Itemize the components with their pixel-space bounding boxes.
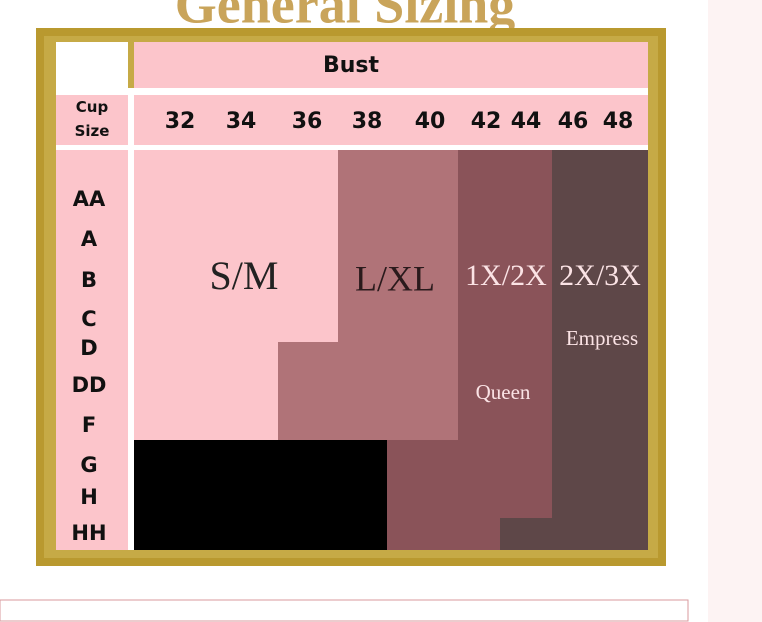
bust-size: 32 bbox=[165, 109, 196, 134]
divider bbox=[56, 88, 648, 95]
cup-size: DD bbox=[72, 373, 107, 397]
region-label: 2X/3X bbox=[559, 259, 641, 292]
cup-size: F bbox=[82, 413, 96, 437]
region-tag: Empress bbox=[566, 326, 638, 350]
region-large bbox=[278, 150, 458, 440]
side-panel bbox=[708, 0, 762, 622]
cup-column bbox=[56, 150, 128, 550]
cup-size: H bbox=[80, 485, 98, 509]
cup-size: AA bbox=[73, 187, 106, 211]
divider bbox=[128, 95, 134, 550]
bust-size: 34 bbox=[226, 109, 257, 134]
region-extended bbox=[500, 150, 648, 550]
region-none bbox=[134, 440, 387, 550]
cup-size: HH bbox=[71, 521, 106, 545]
region-label: 1X/2X bbox=[465, 259, 547, 292]
bust-header bbox=[134, 42, 648, 88]
region-label: S/M bbox=[210, 253, 279, 298]
bottom-bar bbox=[0, 599, 689, 622]
bust-size: 46 bbox=[558, 109, 589, 134]
bust-size: 44 bbox=[511, 109, 542, 134]
cup-size: C bbox=[81, 307, 96, 331]
bust-size: 40 bbox=[415, 109, 446, 134]
bust-size: 48 bbox=[603, 109, 634, 134]
divider bbox=[56, 145, 648, 150]
cup-size: G bbox=[80, 453, 97, 477]
bust-size: 42 bbox=[471, 109, 502, 134]
bust-size: 36 bbox=[292, 109, 323, 134]
bust-size: 38 bbox=[352, 109, 383, 134]
cup-size: A bbox=[81, 227, 98, 251]
cup-header: Cup Size bbox=[75, 98, 110, 140]
corner-cell bbox=[56, 42, 128, 88]
region-small bbox=[134, 150, 338, 440]
cup-size: B bbox=[81, 268, 97, 292]
region-tag: Queen bbox=[476, 380, 531, 404]
region-plus bbox=[387, 150, 552, 550]
size-row bbox=[56, 95, 648, 145]
bust-label: Bust bbox=[323, 53, 380, 78]
region-label: L/XL bbox=[355, 258, 435, 298]
cup-size: D bbox=[80, 336, 97, 360]
